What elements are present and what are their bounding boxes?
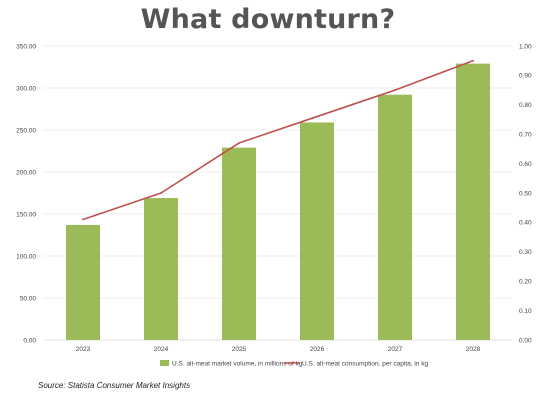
- right-tick-label: 0.70: [519, 132, 532, 139]
- left-tick-label: 50.00: [20, 295, 37, 302]
- left-tick-label: 0.00: [23, 337, 36, 344]
- left-tick-label: 100.00: [16, 253, 36, 260]
- legend: U.S. alt-meat market volume, in millions…: [160, 360, 428, 368]
- right-tick-label: 0.20: [519, 279, 532, 286]
- right-tick-label: 0.10: [519, 308, 532, 315]
- bar: [456, 63, 490, 340]
- right-tick-label: 0.00: [519, 337, 532, 344]
- bar-series: [66, 63, 490, 340]
- x-tick-label: 2024: [154, 346, 169, 353]
- bar: [300, 122, 334, 340]
- bar: [378, 94, 412, 340]
- x-tick-label: 2026: [310, 346, 325, 353]
- x-tick-label: 2025: [232, 346, 247, 353]
- gridlines: [44, 45, 512, 341]
- x-tick-label: 2028: [466, 346, 481, 353]
- x-tick-label: 2027: [388, 346, 403, 353]
- line-point: [160, 192, 162, 194]
- line-point: [394, 89, 396, 91]
- right-tick-label: 0.80: [519, 102, 532, 109]
- left-tick-label: 200.00: [16, 169, 36, 176]
- line-point: [82, 218, 84, 221]
- chart-title: What downturn?: [140, 4, 396, 35]
- line-segment: [160, 142, 240, 194]
- right-tick-label: 0.40: [519, 220, 532, 227]
- left-axis-ticks: 0.00 50.00 100.00 150.00 200.00 250.00 300.00 3…: [16, 43, 36, 344]
- bar: [222, 147, 256, 340]
- line-segment: [394, 59, 474, 91]
- line-point: [238, 142, 240, 144]
- legend-bar-swatch: [160, 360, 169, 366]
- left-tick-label: 350.00: [16, 43, 36, 50]
- right-tick-label: 0.50: [519, 190, 532, 197]
- x-axis-ticks: 2023 2024 2025 2026 2027 2028: [76, 346, 481, 353]
- right-tick-label: 0.30: [519, 249, 532, 256]
- line-segment: [316, 89, 396, 118]
- right-tick-label: 0.60: [519, 161, 532, 168]
- source-note: Source: Statista Consumer Market Insight…: [38, 381, 191, 390]
- left-tick-label: 150.00: [16, 211, 36, 218]
- line-point: [472, 59, 474, 62]
- line-segment: [238, 115, 318, 144]
- x-tick-label: 2023: [76, 346, 91, 353]
- right-axis-ticks: 0.00 0.10 0.20 0.30 0.40 0.50 0.60 0.70 0.80 0.90…: [519, 43, 532, 344]
- left-tick-label: 300.00: [16, 85, 36, 92]
- bar: [66, 224, 100, 340]
- line-segment: [82, 192, 162, 221]
- right-tick-label: 1.00: [519, 43, 532, 50]
- line-point: [316, 115, 318, 118]
- line-series: [82, 59, 474, 221]
- right-tick-label: 0.90: [519, 73, 532, 80]
- legend-bar-label: U.S. alt-meat market volume, in millions…: [172, 361, 303, 368]
- bar: [144, 198, 178, 340]
- legend-line-label: U.S. alt-meat consumption, per capita, i…: [302, 361, 428, 368]
- left-tick-label: 250.00: [16, 127, 36, 134]
